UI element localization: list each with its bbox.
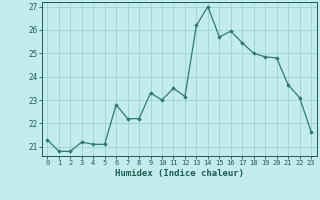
X-axis label: Humidex (Indice chaleur): Humidex (Indice chaleur) <box>115 169 244 178</box>
